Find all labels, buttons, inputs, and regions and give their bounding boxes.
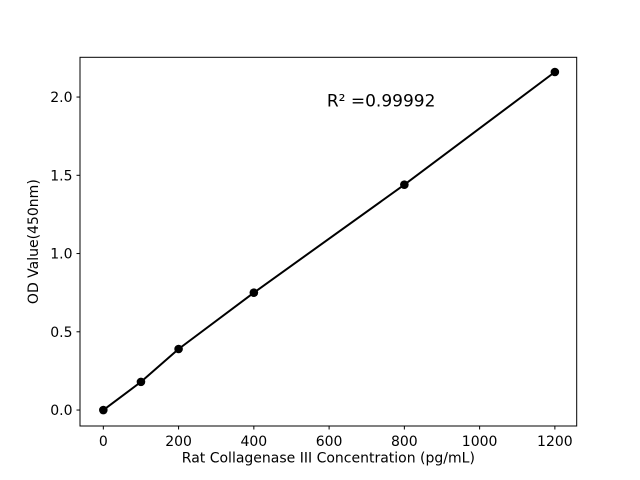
y-axis-label: OD Value(450nm) bbox=[26, 179, 42, 304]
r-squared-annotation: R² =0.99992 bbox=[327, 91, 436, 111]
data-point-marker bbox=[99, 405, 108, 415]
x-tick-label: 800 bbox=[391, 434, 418, 450]
plot-frame bbox=[79, 56, 578, 427]
y-tick-label: 2.0 bbox=[50, 90, 72, 106]
data-point-marker bbox=[174, 344, 183, 354]
y-tick-label: 0.5 bbox=[50, 325, 72, 341]
y-tick-label: 1.0 bbox=[50, 247, 72, 263]
standard-curve-line bbox=[102, 71, 556, 412]
data-point-marker bbox=[136, 377, 146, 387]
y-tick-label: 0.0 bbox=[50, 403, 72, 419]
data-point-marker bbox=[550, 67, 560, 77]
y-tick-label: 1.5 bbox=[50, 168, 72, 184]
data-point-marker bbox=[400, 180, 409, 189]
x-tick-label: 1000 bbox=[462, 434, 498, 450]
x-tick-label: 600 bbox=[316, 434, 343, 450]
x-tick-label: 400 bbox=[240, 434, 267, 450]
x-tick-label: 0 bbox=[99, 434, 108, 450]
x-tick-label: 200 bbox=[165, 434, 192, 450]
x-axis-label: Rat Collagenase III Concentration (pg/mL… bbox=[182, 451, 475, 467]
data-point-marker bbox=[249, 288, 259, 297]
x-tick-label: 1200 bbox=[537, 434, 573, 450]
